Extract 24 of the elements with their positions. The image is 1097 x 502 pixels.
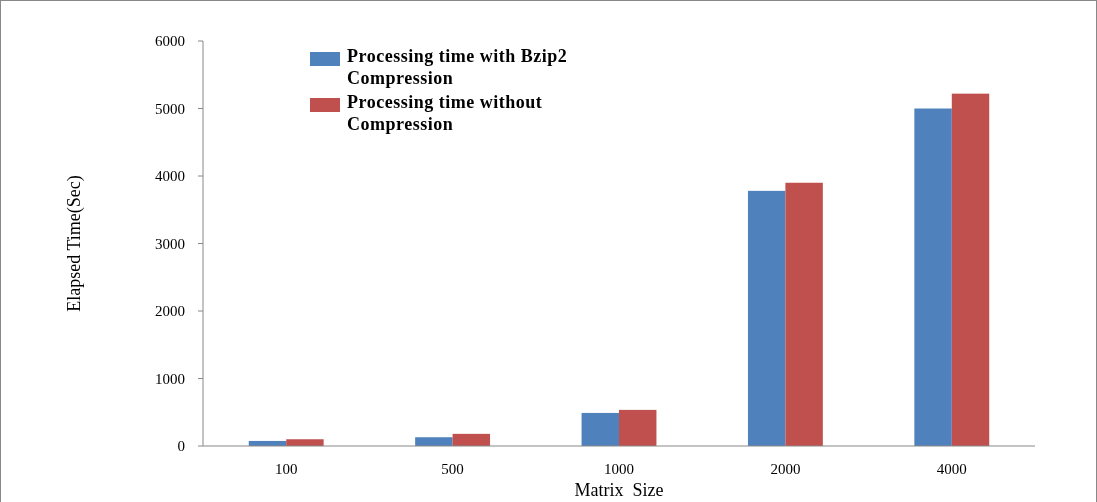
bar (286, 439, 324, 446)
x-tick-label: 500 (441, 461, 464, 477)
bar (581, 412, 619, 446)
bar (914, 108, 952, 446)
x-tick-label: 4000 (936, 461, 967, 477)
y-tick-label: 0 (177, 438, 185, 455)
x-tick-label: 100 (274, 461, 298, 477)
y-tick-label: 2000 (155, 303, 185, 320)
bar (415, 437, 453, 446)
bar (747, 190, 786, 446)
legend-label: Processing time without Compression (347, 92, 543, 134)
y-axis-title: Elapsed Time(Sec) (64, 175, 85, 312)
y-tick-label: 4000 (155, 168, 185, 185)
legend-label: Processing time with Bzip2 Compression (347, 46, 568, 88)
bar (785, 182, 823, 446)
bar (951, 93, 990, 446)
y-tick-label: 5000 (155, 100, 185, 117)
bar (619, 409, 657, 446)
y-tick-label: 6000 (155, 33, 185, 50)
x-tick-label: 1000 (604, 461, 634, 477)
x-tick-label: 2000 (770, 461, 801, 477)
y-tick-label: 1000 (155, 370, 185, 387)
y-tick-label: 3000 (155, 235, 185, 252)
x-axis-title: Matrix Size (574, 480, 664, 500)
